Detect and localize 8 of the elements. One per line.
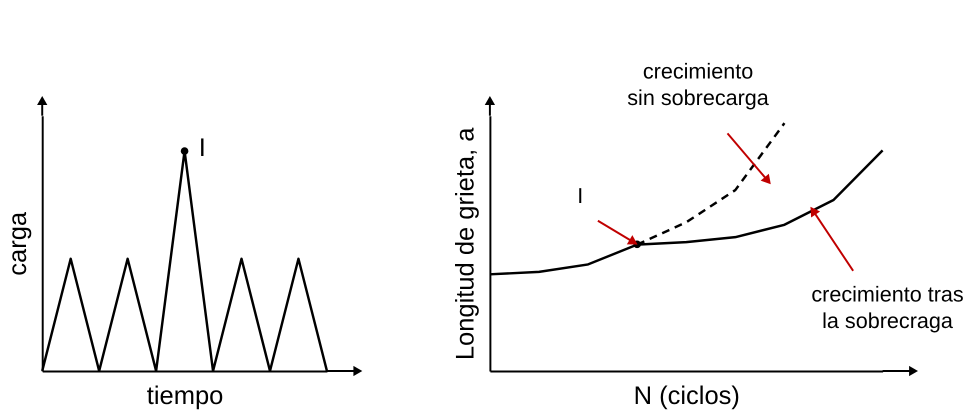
text: crecimiento sin sobrecarga <box>627 58 769 110</box>
annotation: I <box>198 134 206 162</box>
annotation: crecimiento tras la sobrecraga <box>811 281 964 333</box>
y-axis-title: carga <box>4 211 32 276</box>
x-axis-title: N (ciclos) <box>634 382 740 410</box>
annotation: I <box>577 183 584 208</box>
y-axis-title: Longitud de grieta, a <box>452 126 480 360</box>
x-axis-title: tiempo <box>146 382 224 410</box>
